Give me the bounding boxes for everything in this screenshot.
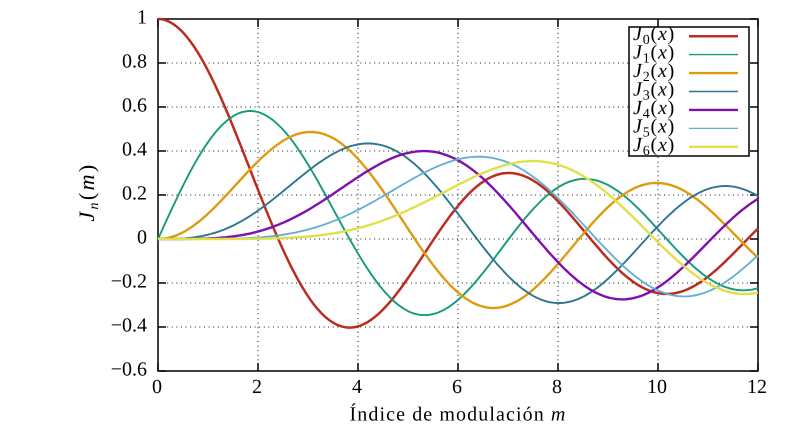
svg-text:12: 12 [747,376,767,398]
svg-text:−0.6: −0.6 [111,359,147,381]
svg-text:J2(x): J2(x) [633,60,675,85]
svg-text:0.6: 0.6 [122,95,147,117]
svg-text:10: 10 [647,376,667,398]
svg-text:1: 1 [137,7,147,29]
svg-text:J5(x): J5(x) [633,115,675,140]
svg-text:8: 8 [552,376,562,398]
svg-text:J0(x): J0(x) [633,23,675,48]
svg-text:−0.4: −0.4 [111,315,147,337]
svg-text:Índice de modulación m: Índice de modulación m [350,403,567,426]
svg-text:0: 0 [137,227,147,249]
svg-text:0.8: 0.8 [122,51,147,73]
svg-text:2: 2 [252,376,262,398]
svg-text:Jn(m): Jn(m) [74,162,102,221]
svg-text:−0.2: −0.2 [111,271,147,293]
svg-text:6: 6 [452,376,462,398]
svg-text:J1(x): J1(x) [633,42,675,67]
svg-text:J3(x): J3(x) [633,79,675,104]
svg-text:J4(x): J4(x) [633,97,675,122]
svg-text:0.4: 0.4 [122,139,147,161]
svg-text:0: 0 [152,376,162,398]
svg-text:4: 4 [352,376,362,398]
svg-text:J6(x): J6(x) [633,134,675,159]
svg-text:0.2: 0.2 [122,183,147,205]
